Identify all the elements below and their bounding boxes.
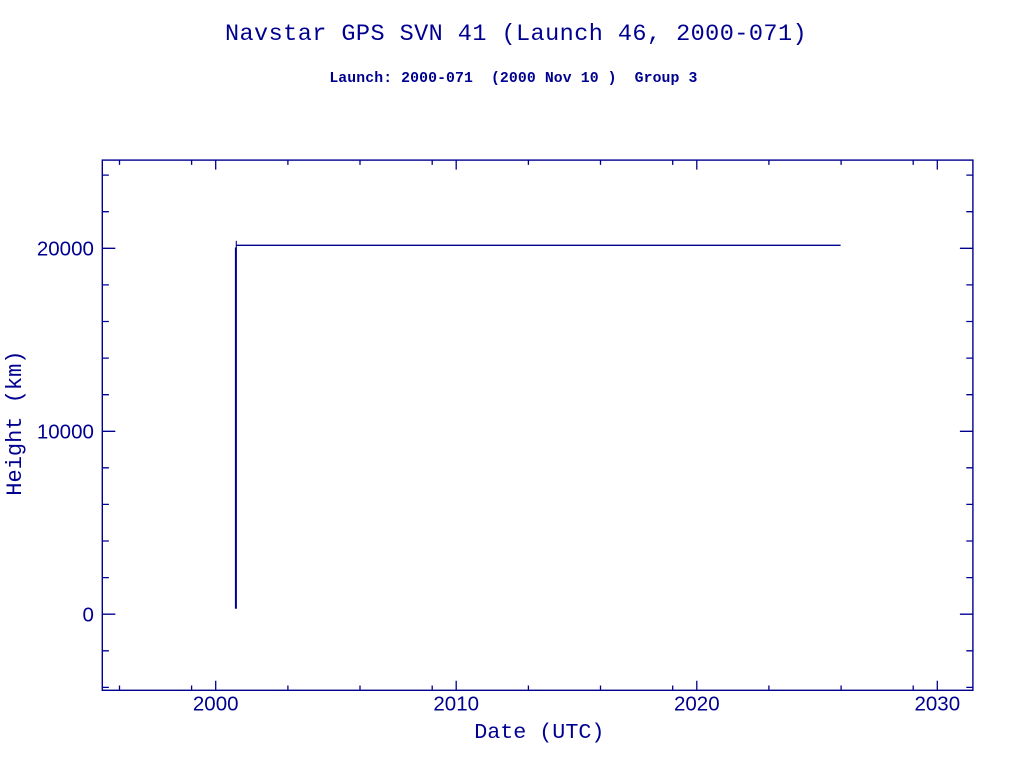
svg-text:2030: 2030 <box>914 692 960 715</box>
svg-text:10000: 10000 <box>37 421 94 444</box>
svg-text:Launch: 2000-071 (2000 Nov 10: Launch: 2000-071 (2000 Nov 10 ) Group 3 <box>329 71 697 87</box>
svg-text:2000: 2000 <box>193 692 239 715</box>
svg-text:Height (km): Height (km) <box>3 350 28 495</box>
svg-text:2010: 2010 <box>433 692 479 715</box>
svg-text:2020: 2020 <box>674 692 720 715</box>
svg-text:20000: 20000 <box>37 238 94 261</box>
svg-text:Date (UTC): Date (UTC) <box>474 720 604 745</box>
svg-text:0: 0 <box>82 603 93 626</box>
svg-text:Navstar GPS SVN 41 (Launch 46,: Navstar GPS SVN 41 (Launch 46, 2000-071) <box>225 21 807 48</box>
